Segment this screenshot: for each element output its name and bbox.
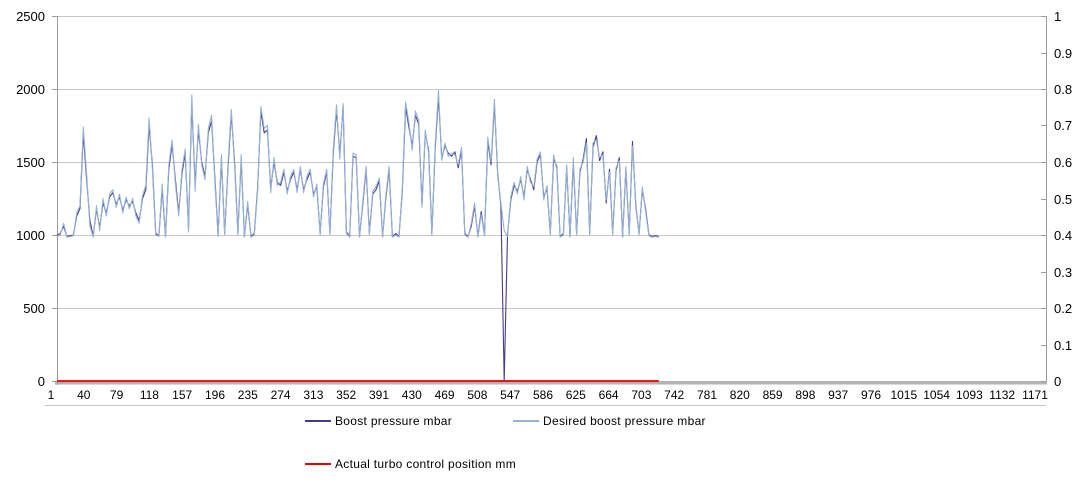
x-axis-tick-label: 703 [631,388,651,402]
x-axis-tick-label: 274 [271,388,291,402]
x-axis-tick-label: 235 [238,388,258,402]
x-axis-tick-label: 1093 [956,388,983,402]
chart-plot-area: 0 500 1000 1500 2000 2500 0 0.1 0.2 0.3 0.4 0.5 0.6 0… [16,9,1072,406]
legend-line-swatch-boost-pressure [305,420,331,422]
x-axis-tick-label: 1 [48,388,55,402]
x-axis-tick-label: 352 [336,388,356,402]
x-axis-tick-label: 508 [467,388,487,402]
x-axis-tick-label: 79 [110,388,124,402]
x-axis-tick-label: 547 [500,388,520,402]
right-axis-tick-label: 0.8 [1054,82,1072,97]
x-axis-tick-label: 742 [664,388,684,402]
x-axis-tick-label: 430 [402,388,422,402]
x-axis-tick-label: 859 [763,388,783,402]
right-axis-tick-label: 0.9 [1054,46,1072,61]
left-axis-tick-label: 1500 [16,155,45,170]
legend-line-swatch-desired-boost-pressure [513,420,539,422]
x-axis-tick-label: 118 [140,388,159,402]
x-axis-tick-label: 1132 [989,388,1015,402]
x-axis-tick-label: 937 [828,388,848,402]
right-axis-tick-label: 0.3 [1054,265,1072,280]
x-axis-tick-label: 664 [599,388,619,402]
right-axis-tick-label: 0.1 [1054,338,1072,353]
x-axis-tick-label: 586 [533,388,553,402]
series-line-0 [56,95,659,382]
series-line-1 [56,89,659,238]
legend-label-boost-pressure: Boost pressure mbar [335,414,453,428]
legend-item-desired-boost-pressure: Desired boost pressure mbar [513,414,706,428]
right-axis-tick-label: 0.4 [1054,228,1072,243]
legend-item-actual-turbo-control-position: Actual turbo control position mm [305,457,516,471]
x-axis-tick-label: 469 [435,388,455,402]
left-axis-tick-label: 500 [23,301,45,316]
legend-label-desired-boost-pressure: Desired boost pressure mbar [543,414,706,428]
x-axis-tick-label: 898 [795,388,815,402]
left-axis-tick-label: 2000 [16,82,45,97]
right-axis-tick-label: 0.6 [1054,155,1072,170]
x-axis-tick-label: 391 [369,388,389,402]
x-axis-tick-label: 1171 [1022,388,1048,402]
x-axis-tick-label: 157 [172,388,192,402]
x-axis-tick-label: 820 [730,388,750,402]
legend-item-boost-pressure: Boost pressure mbar [305,414,452,428]
x-axis-tick-label: 976 [861,388,881,402]
x-axis-tick-label: 1015 [890,388,917,402]
legend-line-swatch-actual-turbo-control-position [305,463,331,465]
x-axis-tick-label: 40 [77,388,91,402]
right-axis-tick-label: 1 [1054,9,1061,24]
left-axis-tick-label: 2500 [16,9,45,24]
x-axis-tick-label: 196 [205,388,225,402]
x-axis-tick-label: 781 [697,388,717,402]
left-axis-tick-label: 0 [38,374,45,389]
x-axis-tick-label: 625 [566,388,586,402]
left-axis-tick-label: 1000 [16,228,45,243]
legend-label-actual-turbo-control-position: Actual turbo control position mm [335,457,517,471]
x-axis-band [55,381,1047,385]
right-axis-tick-label: 0 [1054,374,1061,389]
x-axis-tick-label: 1054 [923,388,950,402]
right-axis-tick-label: 0.5 [1054,192,1072,207]
right-axis-tick-label: 0.2 [1054,301,1072,316]
right-axis-tick-label: 0.7 [1054,118,1072,133]
x-axis-tick-label: 313 [303,388,323,402]
